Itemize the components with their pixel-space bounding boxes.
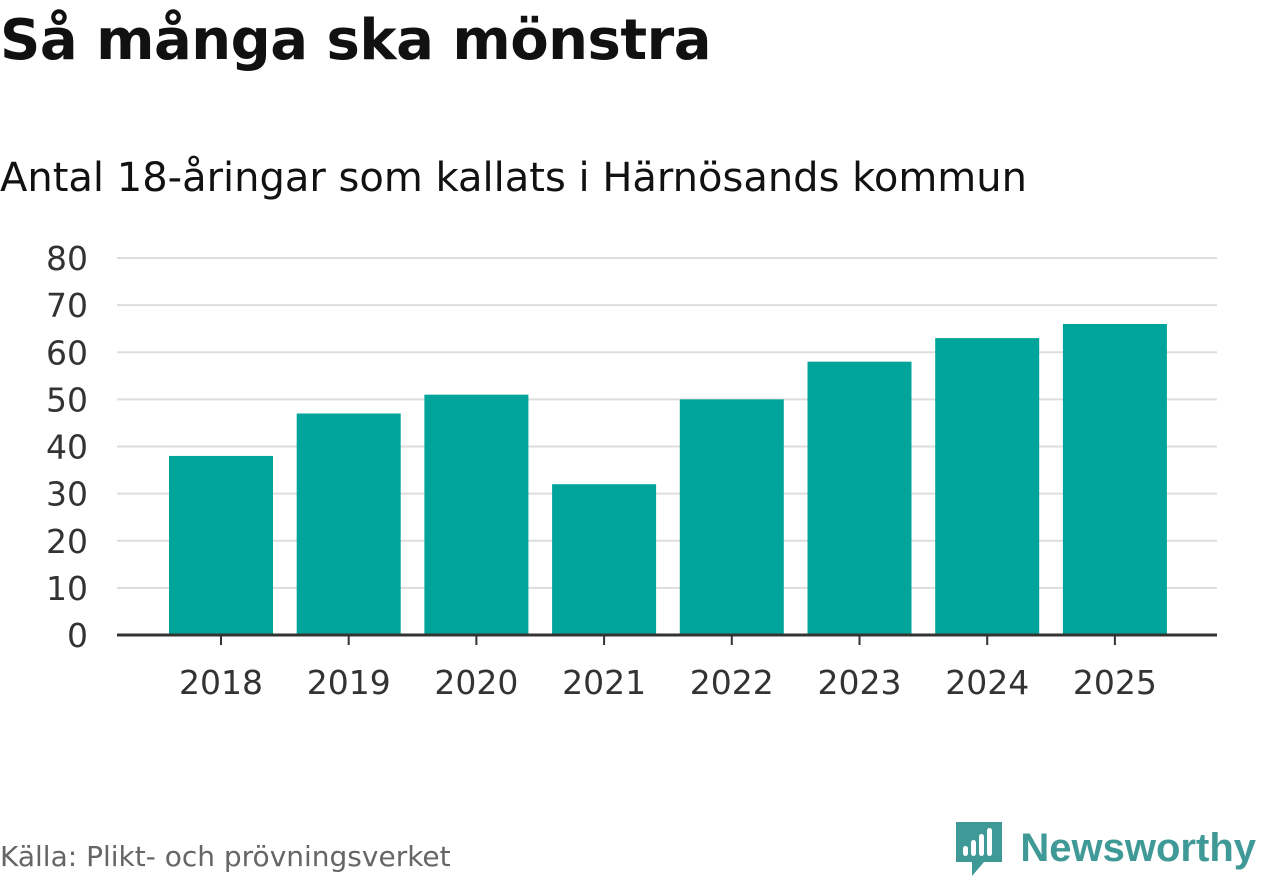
y-tick-label: 40 — [46, 428, 88, 467]
bar-2022 — [679, 399, 784, 635]
x-tick-label: 2025 — [1073, 663, 1157, 702]
bar-2020 — [424, 394, 529, 635]
bar-2021 — [552, 484, 657, 635]
y-tick-label: 20 — [46, 522, 88, 561]
y-tick-label: 60 — [46, 333, 88, 372]
x-tick-label: 2021 — [562, 663, 646, 702]
brand-name: Newsworthy — [1020, 825, 1256, 870]
newsworthy-logo-icon — [956, 822, 1003, 876]
y-tick-label: 10 — [46, 569, 88, 608]
x-tick-label: 2022 — [690, 663, 774, 702]
y-tick-label: 50 — [46, 380, 88, 419]
x-tick-label: 2020 — [434, 663, 518, 702]
y-tick-label: 70 — [46, 286, 88, 325]
axes: 0 10 20 30 40 50 60 70 80 2018 2019 2020 2021 2022 202… — [46, 239, 1217, 702]
newsworthy-brand: Newsworthy — [954, 818, 1256, 878]
x-tick-label: 2024 — [945, 663, 1029, 702]
gridlines — [117, 257, 1217, 589]
x-tick-label: 2018 — [179, 663, 263, 702]
y-tick-label: 80 — [46, 239, 88, 278]
bar-2018 — [169, 455, 273, 635]
y-tick-label: 30 — [46, 475, 88, 514]
bar-2025 — [1062, 323, 1167, 635]
x-tick-label: 2023 — [818, 663, 902, 702]
bar-2024 — [935, 338, 1040, 635]
chart-title: Så många ska mönstra — [0, 8, 712, 73]
bar-2019 — [296, 413, 401, 635]
x-tick-label: 2019 — [307, 663, 391, 702]
bar-2023 — [807, 361, 912, 635]
y-tick-label: 0 — [67, 616, 88, 655]
chart-subtitle: Antal 18-åringar som kallats i Härnösand… — [0, 155, 1027, 201]
bars — [169, 323, 1167, 635]
source-note: Källa: Plikt- och prövningsverket — [0, 840, 451, 873]
